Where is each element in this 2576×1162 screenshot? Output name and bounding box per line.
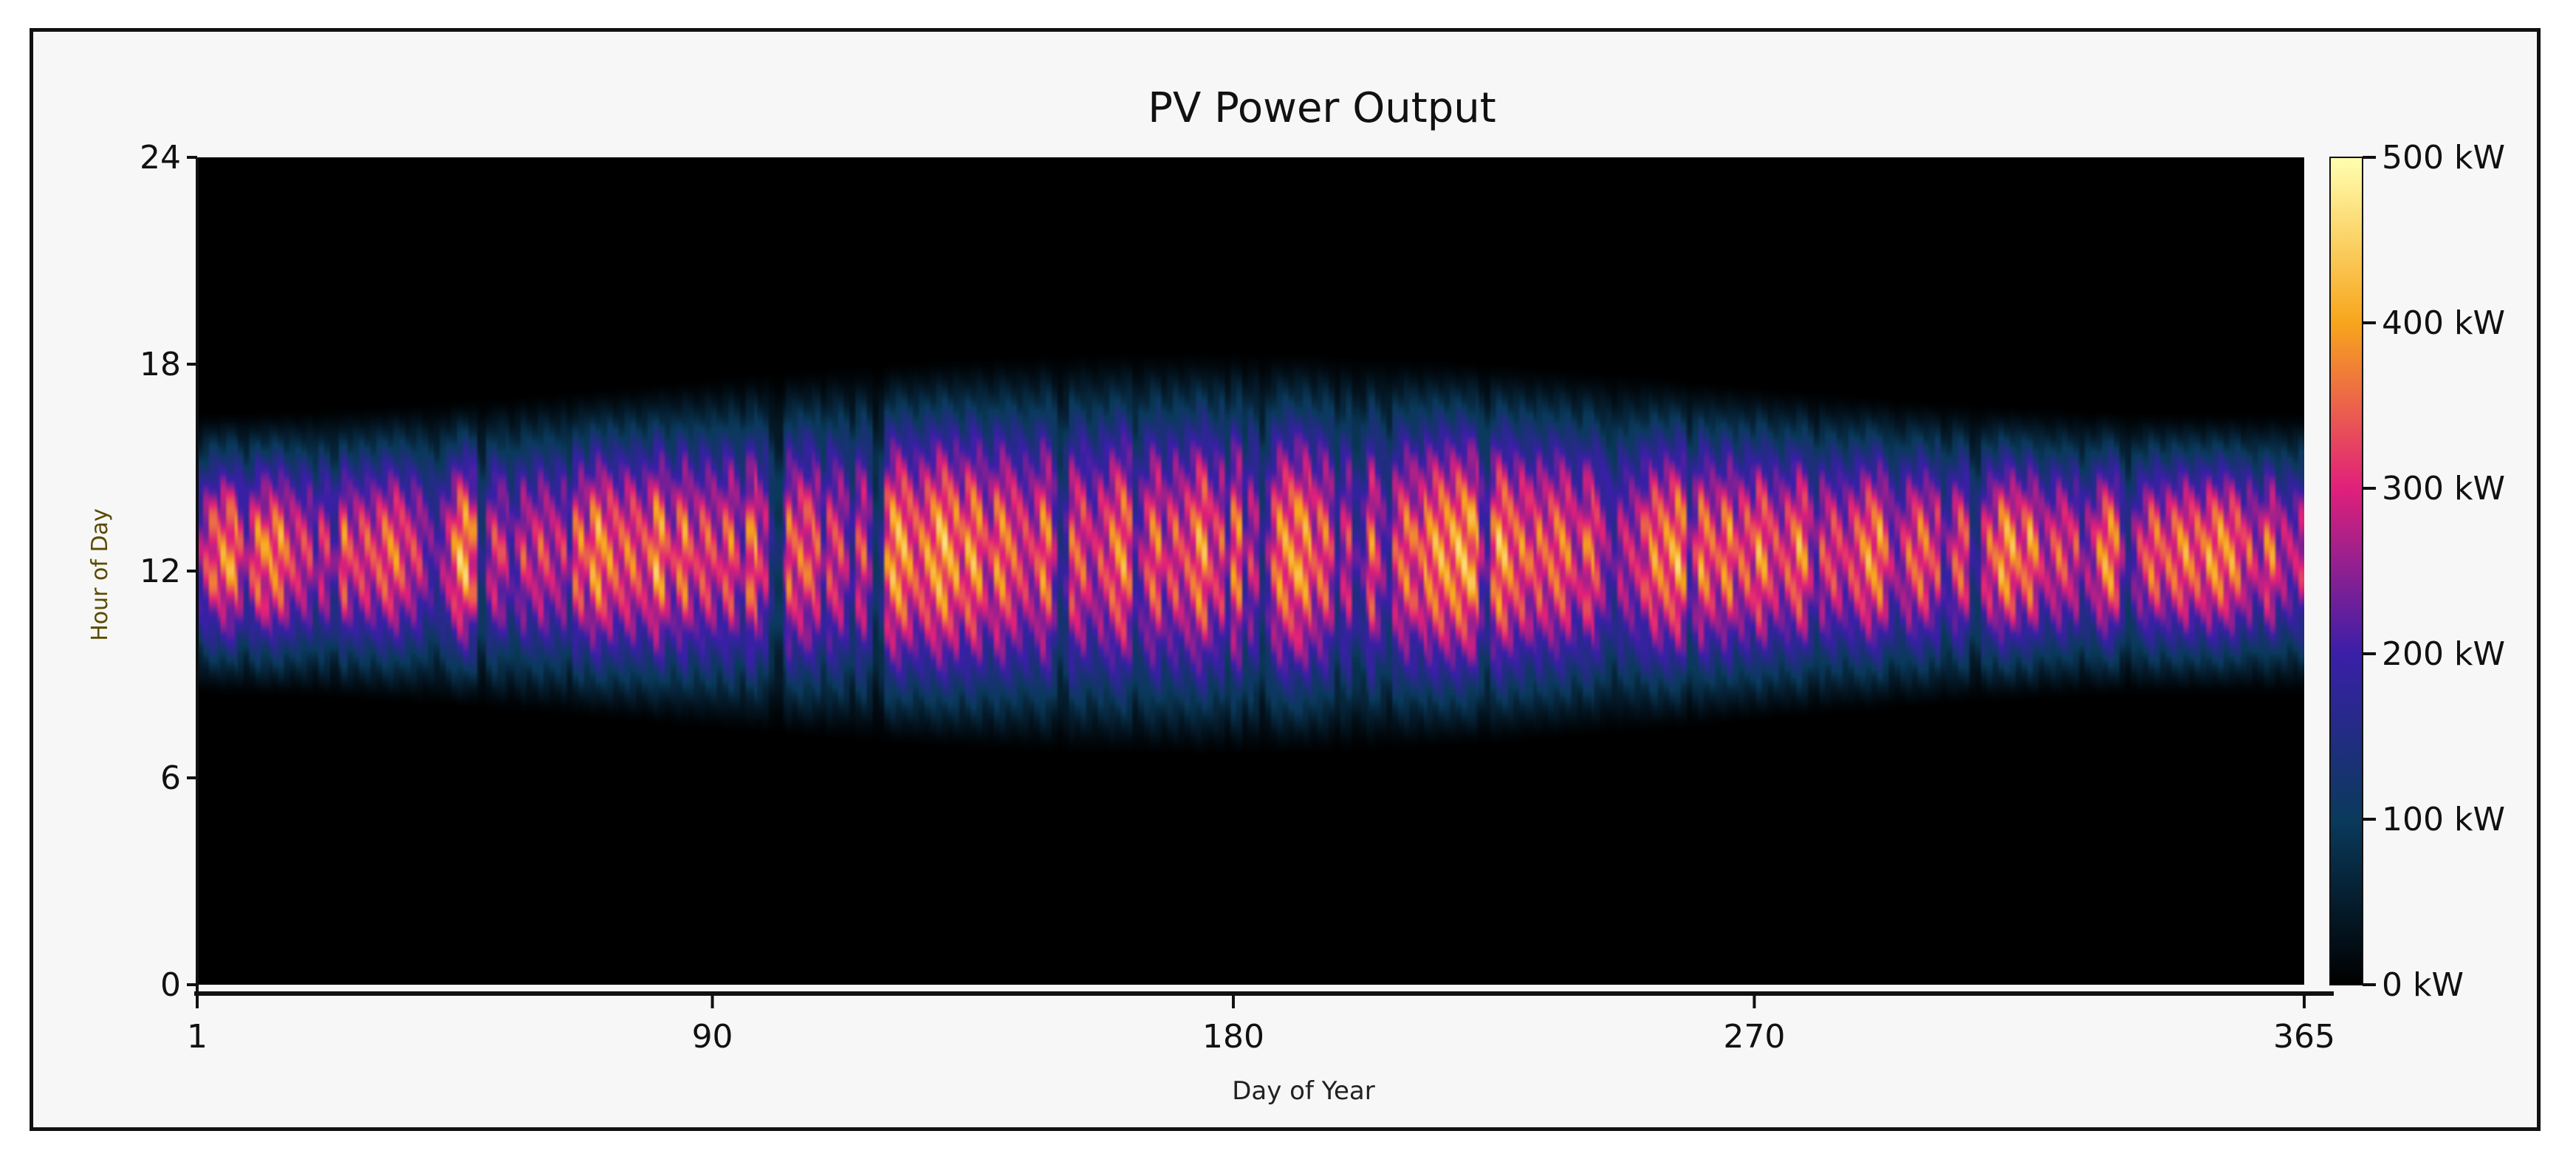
x-tick-label: 180 bbox=[1202, 1018, 1264, 1056]
heatmap-cells bbox=[197, 157, 2304, 985]
colorbar bbox=[2329, 157, 2363, 985]
y-tick-label: 12 bbox=[140, 553, 181, 590]
colorbar-tick-label: 0 kW bbox=[2382, 966, 2464, 1004]
colorbar-tick-label: 300 kW bbox=[2382, 470, 2505, 507]
x-tick-label: 365 bbox=[2273, 1018, 2335, 1056]
y-axis-label: Hour of Day bbox=[87, 508, 113, 641]
y-tick-label: 0 bbox=[160, 966, 181, 1004]
y-tick-label: 18 bbox=[140, 346, 181, 383]
x-tick-label: 1 bbox=[187, 1018, 208, 1056]
axes: 0 6 12 18 24 1 90 180 270 365 0 kW 100 kW 200 kW 300 … bbox=[140, 139, 2505, 1056]
chart-svg: PV Power Output 0 6 12 18 24 1 90 180 270 365 0 kW… bbox=[87, 84, 2505, 1106]
colorbar-tick-label: 500 kW bbox=[2382, 139, 2505, 177]
colorbar-tick-label: 100 kW bbox=[2382, 801, 2505, 838]
chart-title: PV Power Output bbox=[1148, 84, 1496, 132]
chart-frame: PV Power Output 0 6 12 18 24 1 90 180 270 365 0 kW… bbox=[30, 28, 2541, 1131]
colorbar-tick-label: 200 kW bbox=[2382, 635, 2505, 673]
y-tick-label: 6 bbox=[160, 759, 181, 797]
x-tick-label: 90 bbox=[692, 1018, 733, 1056]
y-tick-label: 24 bbox=[140, 139, 181, 177]
x-axis-label: Day of Year bbox=[1232, 1076, 1375, 1106]
colorbar-tick-label: 400 kW bbox=[2382, 304, 2505, 342]
x-tick-label: 270 bbox=[1723, 1018, 1785, 1056]
plot-area bbox=[197, 157, 2304, 985]
